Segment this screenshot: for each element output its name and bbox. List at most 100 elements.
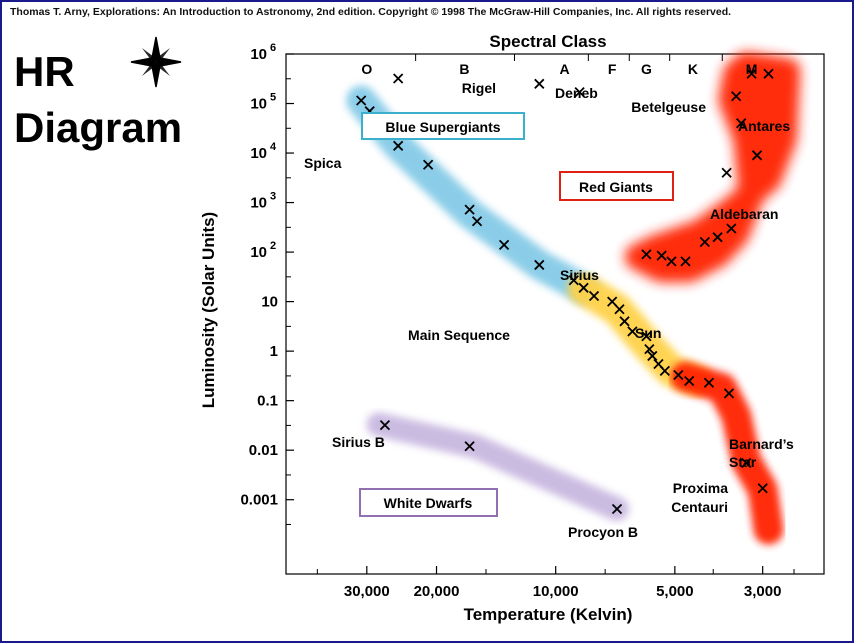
star-marker [644,343,655,355]
star-marker [393,73,404,84]
y-tick-exponent: 6 [270,42,276,54]
x-axis: 30,000 20,000 10,000 5,000 3,000 [316,566,795,600]
spectral-class-f: F [608,61,617,77]
star-label-spica: Spica [304,155,342,171]
slide-title-line1: HR [14,48,75,95]
star-marker [578,282,589,293]
star-label-sirius-b: Sirius B [332,434,385,450]
spectral-class-b: B [459,61,469,77]
star-marker [656,250,667,261]
compass-star-icon [130,36,182,88]
x-tick-label: 10,000 [533,583,579,600]
y-tick-label: 10 [250,195,267,212]
star-marker [379,420,391,431]
y-tick-label: 10 [250,46,267,63]
x-tick-label: 30,000 [344,583,390,600]
star-marker [641,249,652,260]
y-tick-label: 0.1 [257,393,278,410]
star-marker [666,256,677,267]
y-tick-label: 10 [261,294,278,311]
star-marker [751,150,763,161]
star-marker [464,441,475,452]
spectral-class-m: M [746,61,758,77]
star-marker [736,118,747,129]
slide-title-line2: Diagram [14,104,182,151]
star-marker [746,68,757,79]
star-label-sirius: Sirius [560,267,599,283]
star-marker [568,275,579,286]
spectral-class-g: G [641,61,652,77]
star-marker [641,331,652,342]
star-marker [393,140,404,151]
star-marker [703,377,715,388]
spectral-class-k: K [688,61,698,77]
star-label-antares: Antares [738,118,790,134]
star-label-sun: Sun [635,325,661,341]
star-marker [731,91,742,102]
star-marker [422,159,434,170]
star-label-barnards-star-2: Star [729,454,757,470]
star-points [356,68,774,515]
star-marker [726,223,737,234]
star-label-aldebaran: Aldebaran [710,206,778,222]
spectral-class-a: A [559,61,569,77]
y-tick-label: 0.001 [240,492,278,509]
star-marker [619,316,630,327]
copyright-text: Thomas T. Arny, Explorations: An Introdu… [10,6,731,18]
star-marker [763,68,774,79]
y-tick-label: 10 [250,244,267,261]
star-marker [741,457,752,469]
y-tick-exponent: 5 [270,92,276,104]
star-marker [534,259,545,271]
red-giants-box [559,171,674,201]
star-marker [647,350,658,362]
star-marker [614,304,625,315]
star-marker [498,239,510,250]
star-label-deneb: Deneb [555,85,598,101]
plot-frame [285,53,825,575]
star-label-barnards-star: Barnard’s [729,436,794,452]
star-label-proxima: Proxima [673,480,728,496]
star-marker [723,388,735,399]
red-giants-band [624,51,801,283]
star-marker [712,232,723,243]
x-tick-label: 20,000 [414,583,460,600]
star-marker [757,483,768,494]
star-label-rigel: Rigel [462,80,496,96]
y-tick-exponent: 3 [270,191,276,203]
star-marker [574,86,585,98]
white-dwarf-band [366,412,630,521]
spectral-class-o: O [361,61,372,77]
y-tick-label: 1 [270,343,278,360]
x-tick-label: 5,000 [656,583,694,600]
y-tick-exponent: 2 [270,240,276,252]
main-sequence-red-band [670,362,784,545]
x-tick-label: 3,000 [744,583,782,600]
main-sequence-label: Main Sequence [408,327,510,343]
y-tick-label: 10 [250,96,267,113]
star-marker [699,236,710,248]
star-marker [659,365,670,376]
star-marker [680,256,691,267]
x-axis-title: Temperature (Kelvin) [464,605,633,624]
star-label-procyon-b: Procyon B [568,524,638,540]
star-marker [356,95,367,106]
star-label-betelgeuse: Betelgeuse [631,99,706,115]
blue-supergiants-label: Blue Supergiants [385,119,500,135]
star-marker [673,369,684,381]
star-marker [588,290,600,302]
region-bands [346,51,801,545]
y-tick-label: 10 [250,145,267,162]
star-marker [721,167,732,178]
chart-title: Spectral Class [489,32,606,51]
y-tick-exponent: 4 [270,141,277,153]
y-tick-label: 0.01 [249,442,278,459]
y-axis-title: Luminosity (Solar Units) [199,212,218,408]
star-marker [611,503,623,515]
blue-supergiants-box [361,112,525,140]
red-giants-label: Red Giants [579,179,653,195]
star-label-centauri: Centauri [671,499,728,515]
star-marker [534,78,545,89]
